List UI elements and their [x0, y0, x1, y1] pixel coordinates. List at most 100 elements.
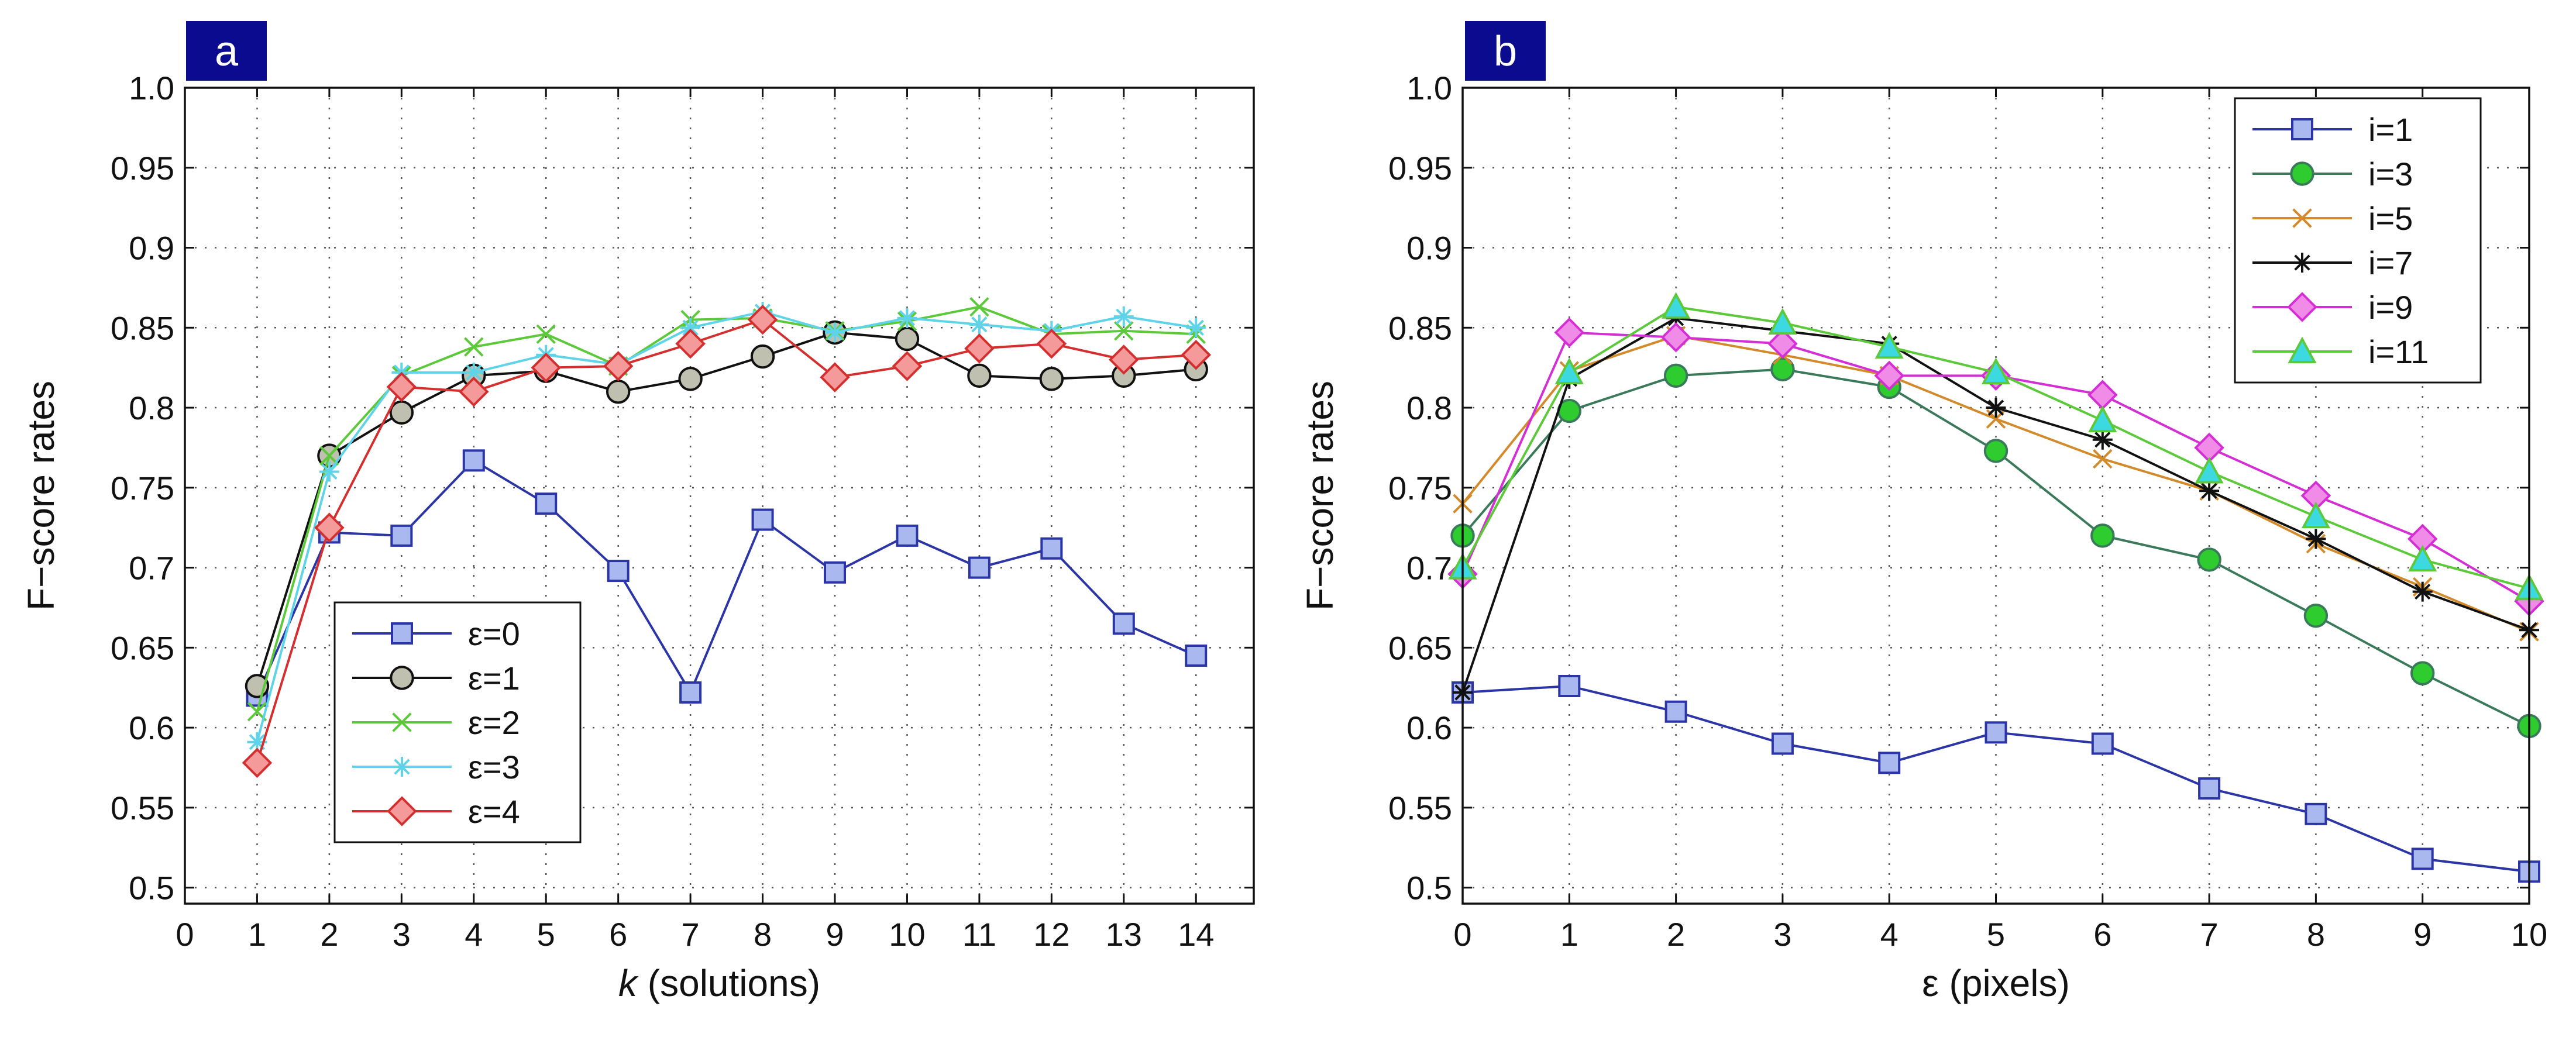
- x-tick-label: 11: [962, 916, 996, 953]
- data-point: [1767, 328, 1798, 359]
- y-tick-label: 0.85: [1388, 309, 1452, 346]
- data-point: [2306, 529, 2326, 549]
- data-point: [750, 344, 775, 369]
- panel-tag-box: [1465, 21, 1546, 81]
- y-tick-label: 1.0: [129, 70, 174, 106]
- legend-label: i=1: [2368, 111, 2413, 148]
- data-point: [2090, 523, 2115, 548]
- series-2: [1450, 357, 2541, 739]
- x-tick-label: 3: [393, 916, 411, 953]
- data-point: [1771, 732, 1794, 755]
- data-point: [2305, 802, 2327, 825]
- data-point: [2195, 457, 2224, 484]
- data-point: [536, 324, 556, 344]
- x-tick-label: 8: [754, 916, 772, 953]
- x-tick-label: 9: [826, 916, 844, 953]
- data-point: [531, 352, 562, 383]
- x-axis-label-text: (solutions): [637, 962, 820, 1004]
- panel-tag-label: b: [1494, 28, 1517, 75]
- panel-tag-label: a: [215, 28, 239, 75]
- data-point: [2303, 603, 2329, 628]
- data-point: [1558, 675, 1581, 697]
- legend-label: i=3: [2368, 156, 2413, 192]
- x-tick-label: 8: [2307, 916, 2325, 953]
- data-point: [314, 512, 345, 543]
- data-point: [1874, 360, 1904, 391]
- data-point: [820, 362, 850, 392]
- data-point: [1661, 292, 1691, 319]
- y-tick-label: 0.75: [111, 470, 174, 507]
- series-line: [256, 459, 1197, 697]
- x-tick-label: 9: [2413, 916, 2431, 953]
- data-point: [1040, 537, 1063, 560]
- legend-label: ε=3: [468, 749, 520, 785]
- data-point: [2088, 405, 2117, 433]
- data-point: [2301, 501, 2331, 529]
- data-point: [680, 318, 701, 338]
- x-axis-label: ε (pixels): [1922, 962, 2070, 1004]
- x-tick-label: 13: [1106, 916, 1142, 953]
- data-point: [1036, 328, 1067, 359]
- data-point: [1039, 367, 1064, 391]
- data-point: [678, 367, 703, 391]
- data-point: [1113, 306, 1134, 327]
- x-tick-label: 10: [2511, 916, 2547, 953]
- data-point: [2198, 777, 2221, 800]
- data-point: [1983, 439, 2008, 463]
- data-point: [1664, 700, 1687, 723]
- legend-marker: [392, 757, 412, 777]
- data-point: [2410, 661, 2435, 685]
- data-point: [2411, 847, 2434, 870]
- panel-tag-box: [186, 21, 267, 81]
- x-tick-label: 6: [2093, 916, 2111, 953]
- legend-marker: [2292, 253, 2312, 273]
- x-axis-label: k (solutions): [618, 962, 820, 1004]
- data-point: [897, 308, 917, 328]
- y-axis-label: F−score rates: [1299, 381, 1341, 611]
- legend-marker: [390, 666, 414, 690]
- y-axis-label: F−score rates: [20, 381, 62, 611]
- data-point: [1768, 308, 1797, 335]
- x-tick-label: 12: [1033, 916, 1069, 953]
- x-tick-label: 7: [682, 916, 700, 953]
- y-tick-label: 1.0: [1406, 70, 1452, 106]
- x-tick-label: 10: [889, 916, 925, 953]
- y-tick-label: 0.8: [1406, 390, 1452, 426]
- data-point: [389, 400, 414, 425]
- y-tick-label: 0.5: [129, 870, 174, 907]
- data-point: [896, 524, 919, 547]
- y-tick-label: 0.65: [1388, 629, 1452, 666]
- data-point: [607, 560, 630, 583]
- x-tick-label: 2: [320, 916, 338, 953]
- x-tick-label: 3: [1773, 916, 1791, 953]
- data-point: [751, 508, 774, 531]
- x-tick-label: 7: [2200, 916, 2219, 953]
- data-point: [2412, 581, 2433, 602]
- data-point: [2408, 545, 2437, 571]
- legend-marker: [391, 622, 413, 645]
- x-tick-label: 6: [609, 916, 627, 953]
- data-point: [1985, 721, 2007, 744]
- data-point: [964, 333, 995, 364]
- x-tick-label: 14: [1178, 916, 1214, 953]
- data-point: [1186, 318, 1206, 338]
- data-point: [1660, 322, 1691, 353]
- y-tick-label: 0.9: [129, 230, 174, 267]
- legend-box: [2234, 97, 2482, 384]
- x-tick-label: 4: [1880, 916, 1899, 953]
- data-point: [603, 351, 634, 381]
- y-tick-label: 0.75: [1388, 470, 1452, 507]
- legend-label: i=11: [2368, 333, 2429, 370]
- y-tick-label: 0.55: [1388, 790, 1452, 826]
- x-tick-label: 0: [1453, 916, 1471, 953]
- data-point: [2197, 547, 2221, 572]
- data-point: [2091, 732, 2114, 755]
- axes-frame: [184, 87, 1255, 905]
- legend-marker: [2292, 208, 2312, 228]
- data-point: [1185, 645, 1208, 667]
- data-point: [968, 556, 990, 579]
- y-tick-label: 0.95: [1388, 150, 1452, 187]
- x-tick-label: 4: [465, 916, 483, 953]
- x-tick-label: 2: [1667, 916, 1685, 953]
